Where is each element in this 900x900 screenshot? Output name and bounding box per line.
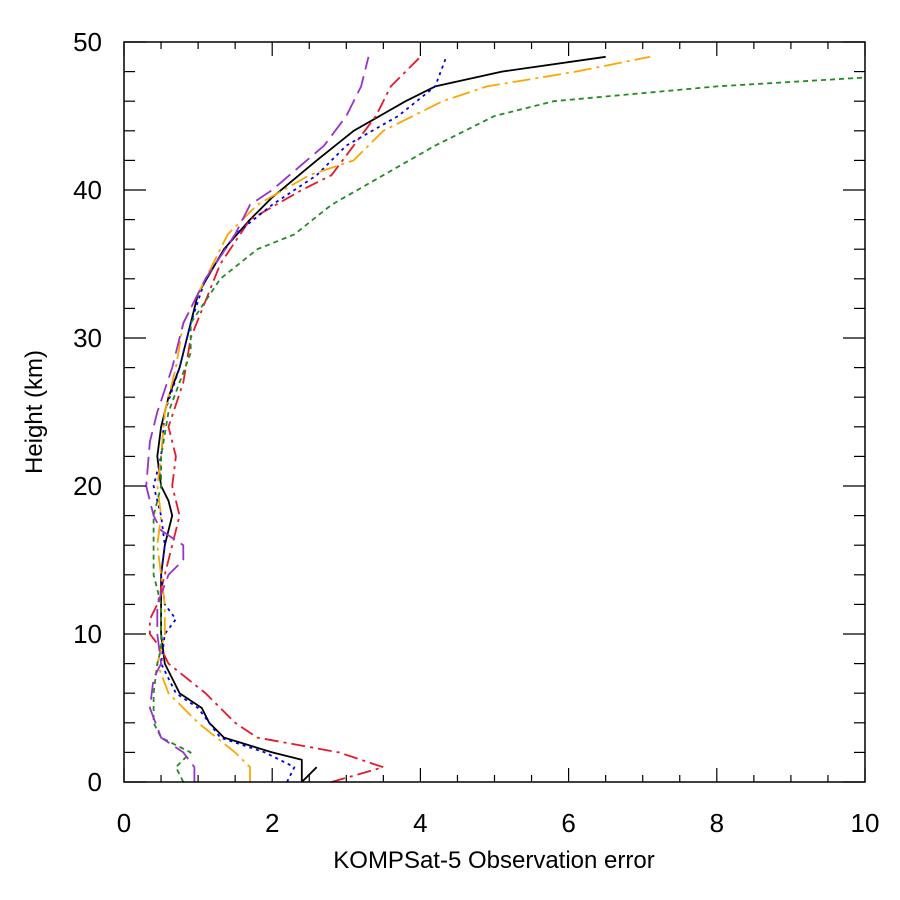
series-line-6 [145,56,370,782]
series-line-5 [152,76,865,782]
series-line-4 [156,55,651,782]
series-line-1 [156,55,606,782]
y-tick-label: 10 [73,619,102,649]
tick-layer [123,41,866,783]
y-tick-label: 40 [73,175,102,205]
x-tick-label: 8 [710,808,724,838]
y-tick-label: 0 [88,767,102,797]
x-tick-label: 2 [265,808,279,838]
plot-frame [123,41,866,783]
x-tick-label: 4 [413,808,427,838]
series-line-2 [148,56,422,782]
series-layer [145,55,865,782]
x-tick-label: 10 [851,808,880,838]
x-tick-label: 0 [117,808,131,838]
x-tick-label: 6 [561,808,575,838]
y-tick-label: 50 [73,27,102,57]
series-line-3 [152,56,448,782]
y-tick-label: 30 [73,323,102,353]
y-tick-label: 20 [73,471,102,501]
x-axis-title: KOMPSat-5 Observation error [333,847,654,874]
y-axis-title: Height (km) [21,350,48,474]
label-layer: 0 2 4 6 8 10 0 10 20 30 40 50 [73,27,879,838]
